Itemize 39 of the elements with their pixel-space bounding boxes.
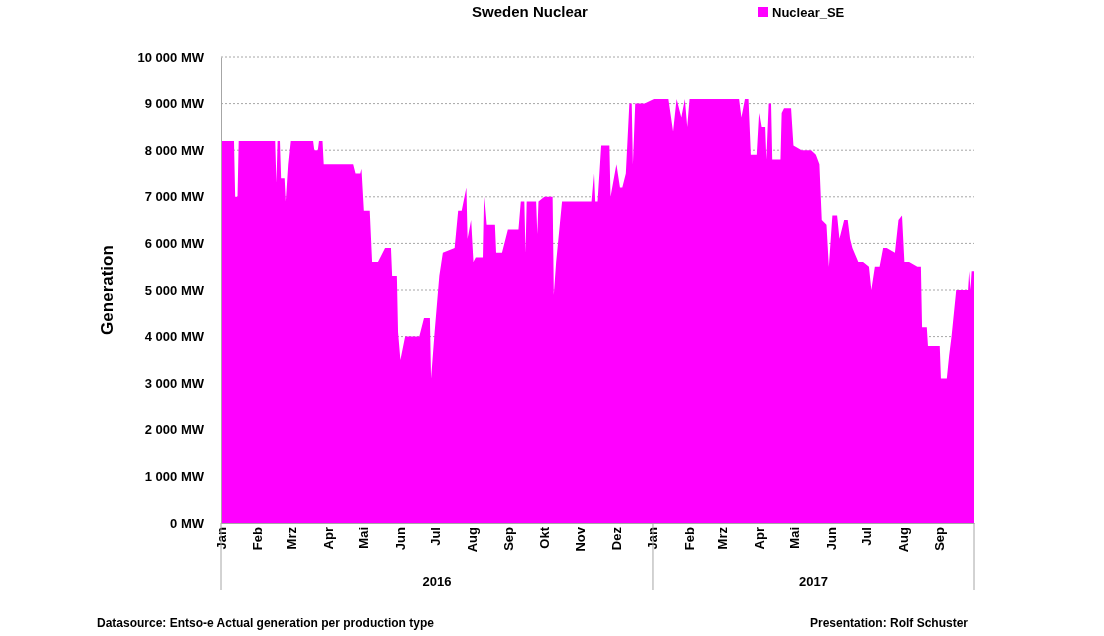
y-tick-label: 9 000 MW bbox=[144, 96, 205, 112]
x-tick-label: Apr bbox=[320, 527, 336, 550]
x-tick-label: Jun bbox=[392, 526, 408, 551]
y-tick-label: 7 000 MW bbox=[144, 189, 205, 205]
y-tick-label: 5 000 MW bbox=[144, 282, 205, 298]
x-tick-label: Okt bbox=[536, 526, 552, 549]
y-tick-label: 10 000 MW bbox=[137, 49, 205, 65]
y-tick-label: 3 000 MW bbox=[144, 375, 205, 391]
x-tick-label: Jun bbox=[823, 526, 839, 551]
y-tick-label: 0 MW bbox=[170, 515, 205, 531]
x-tick-label: Sep bbox=[932, 526, 948, 551]
text: 2017 bbox=[799, 574, 828, 589]
x-tick-label: Aug bbox=[895, 526, 911, 553]
y-tick-label: 4 000 MW bbox=[144, 329, 205, 345]
y-tick-label: 2 000 MW bbox=[144, 422, 205, 438]
x-tick-label: Mrz bbox=[284, 526, 300, 550]
x-tick-label: Sep bbox=[501, 526, 517, 551]
x-tick-label: Mai bbox=[787, 527, 803, 549]
x-tick-label: Dez bbox=[608, 526, 624, 551]
x-tick-label: Nov bbox=[573, 526, 589, 552]
x-tick-label: Feb bbox=[682, 526, 698, 551]
x-tick-label: Mrz bbox=[715, 526, 731, 550]
x-tick-label: Feb bbox=[250, 526, 266, 551]
y-axis-title: Generation bbox=[98, 245, 117, 335]
y-tick-label: 8 000 MW bbox=[144, 142, 205, 158]
y-tick-label: 1 000 MW bbox=[144, 469, 205, 485]
text: Presentation: Rolf Schuster bbox=[809, 616, 969, 630]
x-tick-label: Jan bbox=[645, 526, 661, 550]
x-tick-label: Jan bbox=[213, 526, 229, 550]
legend-label: Nuclear_SE bbox=[772, 5, 845, 20]
x-tick-label: Apr bbox=[751, 527, 767, 550]
text: Datasource: Entso-e Actual generation per production type bbox=[97, 616, 435, 630]
y-tick-label: 6 000 MW bbox=[144, 236, 205, 252]
x-tick-label: Aug bbox=[464, 526, 480, 553]
x-tick-label: Jul bbox=[859, 527, 875, 546]
x-tick-label: Mai bbox=[356, 527, 372, 549]
x-tick-label: Jul bbox=[428, 527, 444, 546]
chart-title: Sweden Nuclear bbox=[472, 3, 589, 20]
text: 2016 bbox=[422, 574, 452, 589]
